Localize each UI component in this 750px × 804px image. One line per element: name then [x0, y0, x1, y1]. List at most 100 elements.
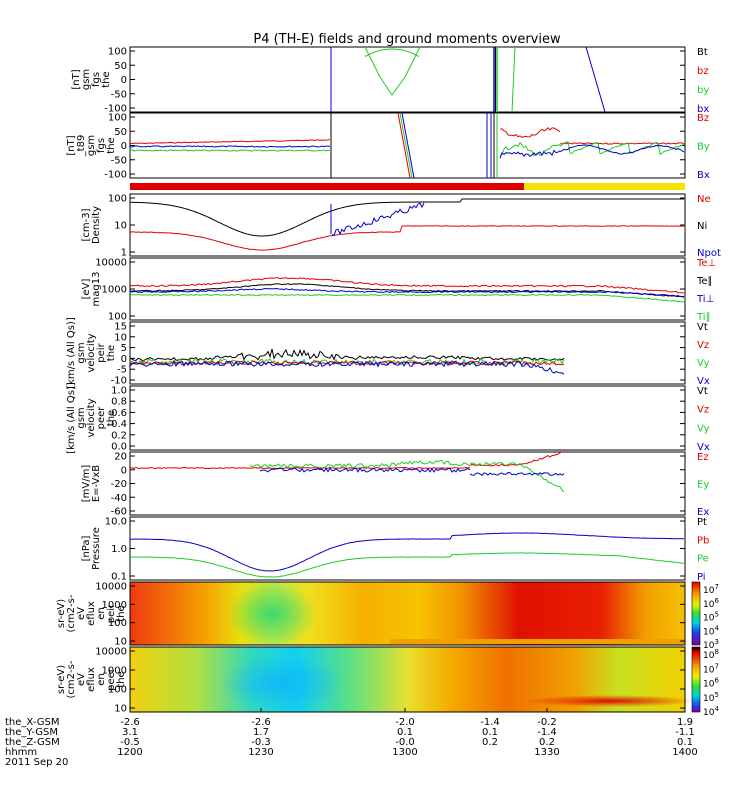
svg-text:[nPa]: [nPa] — [81, 535, 92, 561]
y-tick-label: 1 — [121, 248, 127, 259]
y-tick-label: 1000 — [102, 600, 127, 611]
x-axis-tick-label: 1.9 — [677, 717, 693, 728]
legend-entry: Pt — [697, 517, 707, 528]
series-line — [129, 466, 471, 470]
spectrogram-feature — [220, 655, 344, 711]
legend-entry: Npot — [697, 248, 721, 259]
series-line — [129, 360, 565, 375]
panel-frame — [129, 646, 686, 713]
svg-text:en: en — [96, 673, 107, 686]
x-axis-tick-label: -0.0 — [395, 737, 415, 748]
svg-text:[nT]: [nT] — [66, 135, 77, 155]
panels: 100500-50-100thefgsgsm[nT]Btbzbybx100500… — [56, 46, 721, 718]
svg-text:eflux: eflux — [86, 667, 97, 692]
y-tick-label: -10 — [111, 376, 127, 387]
svg-text:gsm: gsm — [76, 342, 87, 363]
y-tick-label: 50 — [114, 127, 127, 138]
traces — [330, 46, 606, 113]
svg-text:sr-eV): sr-eV) — [56, 665, 67, 694]
x-axis-tick-label: 1400 — [672, 747, 697, 758]
y-tick-label: 10000 — [95, 258, 127, 269]
series-line — [469, 461, 565, 493]
legend-entry: Bt — [697, 47, 708, 58]
svg-text:the: the — [101, 71, 112, 87]
legend-entry: Te∥ — [696, 276, 713, 287]
legend-entry: Pi — [697, 572, 706, 583]
svg-text:mag13: mag13 — [91, 272, 102, 307]
spectrogram-feature — [390, 639, 685, 644]
panel-frame — [129, 46, 686, 113]
y-axis-label: Pressure[nPa] — [81, 527, 102, 570]
colorbar-tick: 105 — [703, 611, 719, 624]
svg-text:en: en — [96, 607, 107, 620]
series-line — [499, 127, 561, 138]
series-line — [129, 277, 685, 294]
svg-text:the: the — [106, 410, 117, 426]
series-line — [129, 287, 685, 298]
x-axis-tick-label: -1.1 — [675, 727, 695, 738]
y-tick-label: 100 — [108, 47, 127, 58]
y-tick-label: 10 — [114, 221, 127, 232]
y-tick-label: 1.0 — [111, 544, 127, 555]
legend-entry: by — [697, 85, 709, 96]
legend-entry: Bz — [697, 113, 709, 124]
x-axis-tick-label: -0.2 — [537, 717, 557, 728]
mode-segment — [130, 183, 525, 190]
svg-text:the: the — [116, 671, 127, 687]
svg-text:gsm: gsm — [81, 69, 92, 90]
x-axis-tick-label: 1200 — [117, 747, 142, 758]
series-line — [511, 46, 516, 113]
legend-entry: Pe — [697, 554, 709, 565]
panel-efield: 20 0 -20 -40 -60 E=-VxB[mV/m] Ez Ey Ex — [81, 450, 709, 518]
panel-peer-spec: 10810710610510410000100010010thepeerenef… — [56, 646, 719, 718]
svg-text:sr-eV): sr-eV) — [56, 599, 67, 628]
panel-frame — [129, 451, 686, 516]
panel-pressure: 10.0 1.0 0.1 Pressure[nPa] Pt Pb Pe Pi — [81, 516, 709, 583]
y-tick-label: 10 — [114, 637, 127, 648]
svg-text:gsm: gsm — [86, 135, 97, 156]
x-axis-tick-label: 0.2 — [482, 737, 498, 748]
y-tick-label: 0 — [121, 354, 127, 365]
svg-text:E=-VxB: E=-VxB — [91, 465, 102, 502]
y-tick-label: -50 — [111, 155, 127, 166]
series-line — [259, 467, 471, 473]
svg-text:peer: peer — [106, 667, 117, 691]
y-tick-label: 10 — [114, 332, 127, 343]
x-axis-tick-label: -0.3 — [251, 737, 271, 748]
y-tick-label: 1000 — [102, 666, 127, 677]
svg-text:[mV/m]: [mV/m] — [81, 465, 92, 503]
svg-text:eflux: eflux — [86, 601, 97, 626]
svg-text:eV: eV — [76, 607, 87, 620]
svg-text:[km/s (All Qs)]: [km/s (All Qs)] — [66, 382, 77, 454]
series-line — [559, 142, 685, 145]
y-tick-label: -5 — [117, 365, 127, 376]
x-axis-tick-label: 1300 — [392, 747, 417, 758]
legend-entry: Vt — [697, 322, 708, 333]
traces — [129, 112, 685, 179]
chart-title: P4 (TH-E) fields and ground moments over… — [253, 32, 561, 47]
svg-text:the: the — [106, 345, 117, 361]
legend-entry: Vy — [697, 423, 710, 434]
panel-frame — [129, 516, 686, 581]
series-line — [129, 532, 684, 572]
svg-text:fgs: fgs — [91, 72, 102, 87]
x-axis-tick-label: 0.1 — [482, 727, 498, 738]
series-line — [364, 48, 420, 57]
svg-text:the: the — [116, 605, 127, 621]
series-line — [130, 552, 685, 578]
series-line — [399, 112, 413, 179]
series-line — [397, 112, 411, 179]
x-axis-tick-label: -1.4 — [537, 727, 557, 738]
y-tick-label: 100 — [108, 312, 127, 323]
legend-entry: Vt — [697, 386, 708, 397]
svg-text:Pressure: Pressure — [91, 527, 102, 570]
svg-text:peer: peer — [96, 406, 107, 430]
